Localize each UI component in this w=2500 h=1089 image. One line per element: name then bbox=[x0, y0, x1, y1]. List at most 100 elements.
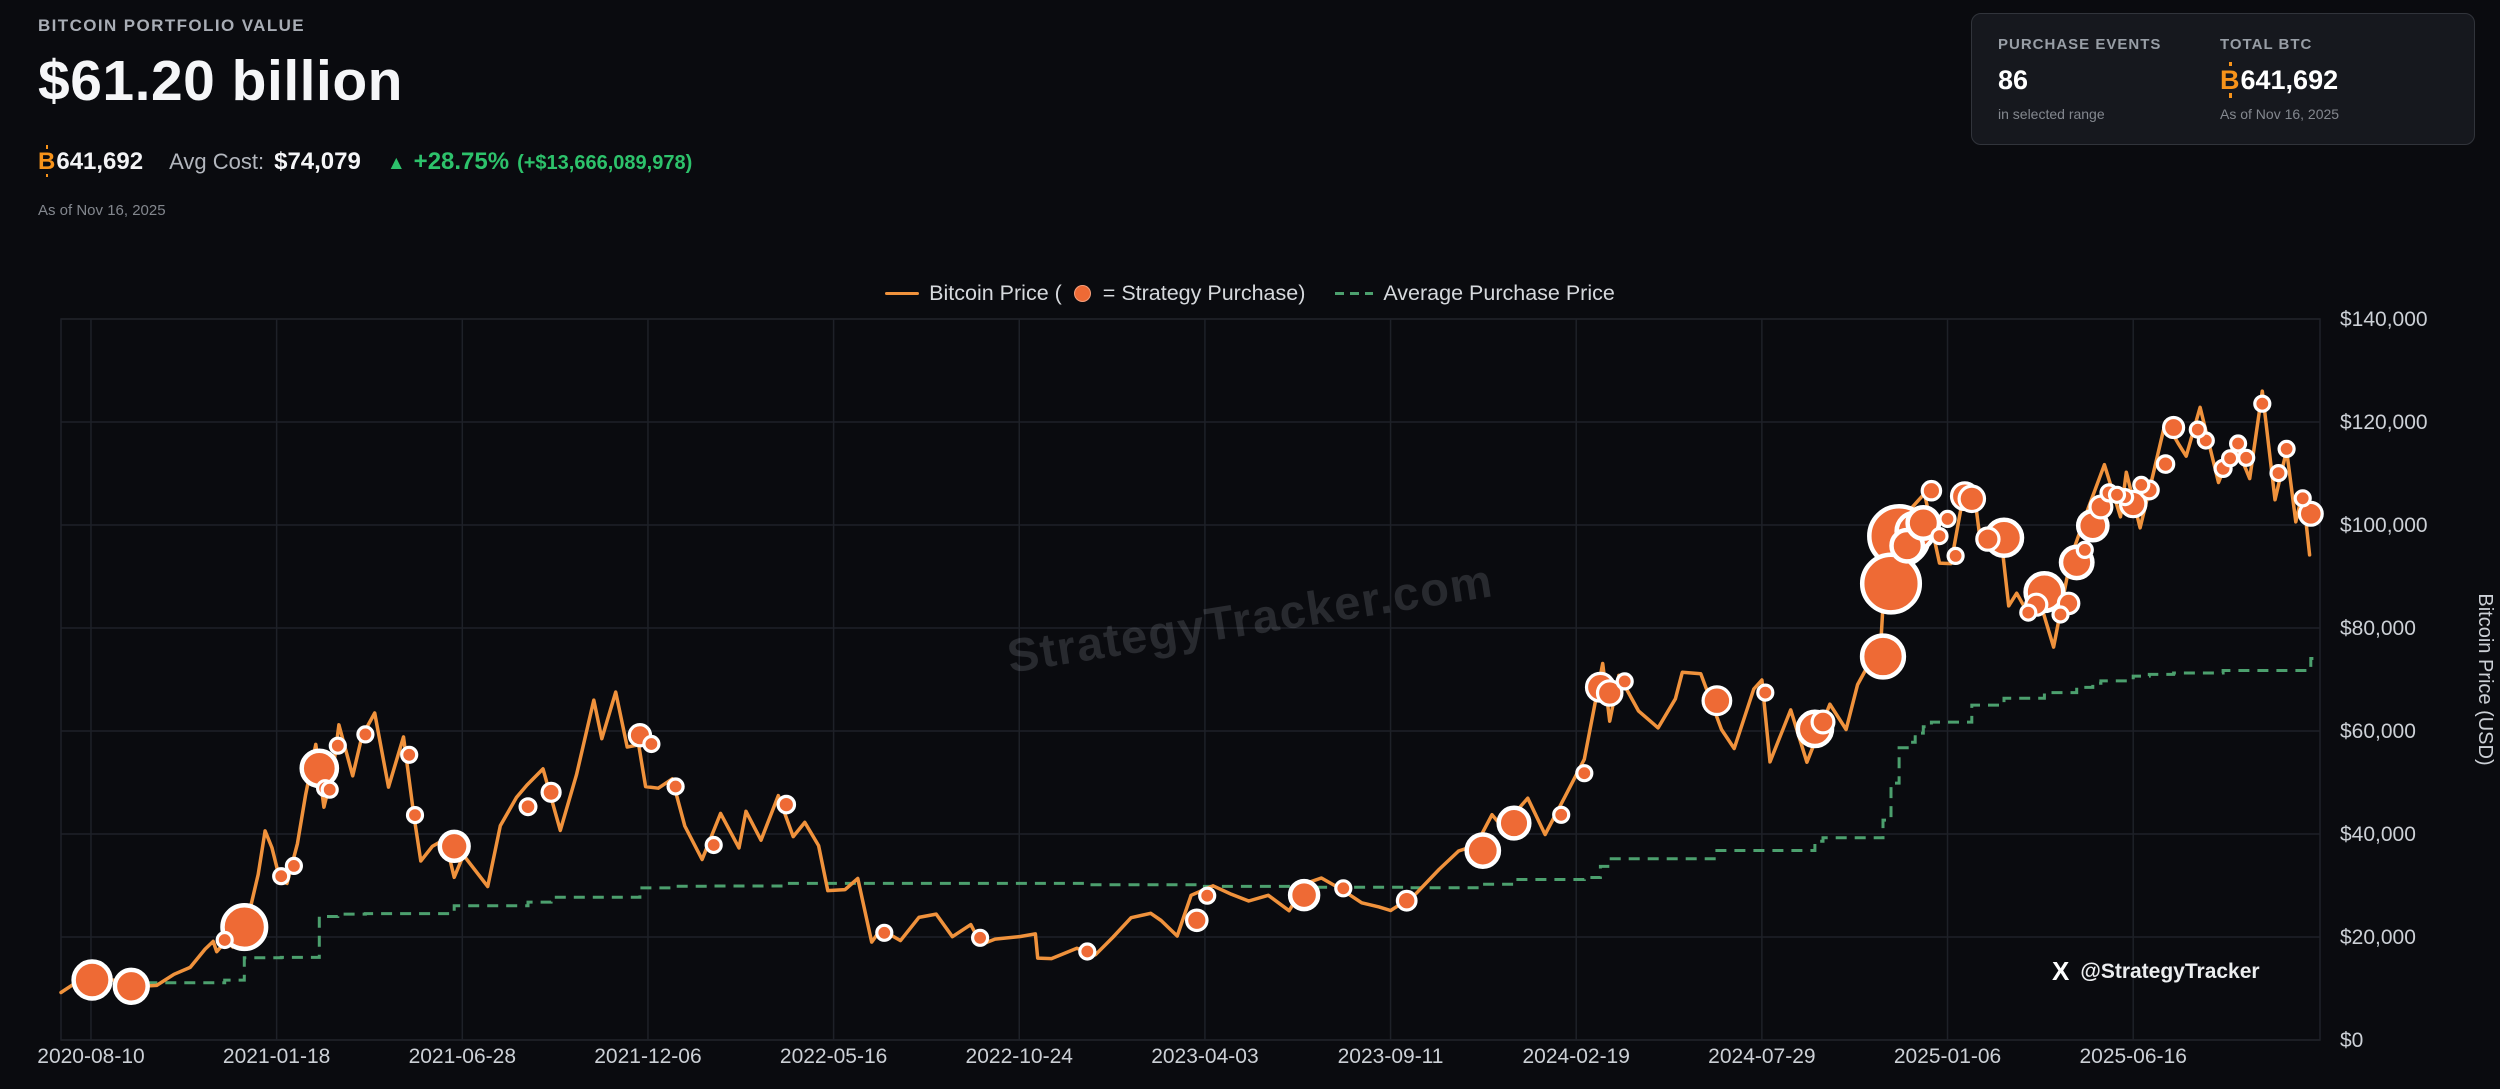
x-tick-label: 2020-08-10 bbox=[37, 1045, 144, 1068]
purchase-marker[interactable] bbox=[2051, 605, 2070, 624]
up-arrow-icon: ▲ bbox=[386, 153, 406, 174]
purchase-events-sub: in selected range bbox=[1998, 106, 2105, 122]
portfolio-value: $61.20 billion bbox=[38, 49, 403, 113]
purchase-marker[interactable] bbox=[1198, 886, 1217, 905]
purchase-marker[interactable] bbox=[284, 856, 303, 876]
purchase-marker-swatch-icon bbox=[1073, 285, 1091, 302]
purchase-marker[interactable] bbox=[2221, 449, 2240, 468]
purchase-marker[interactable] bbox=[1464, 832, 1502, 869]
purchase-marker[interactable] bbox=[540, 781, 562, 803]
purchase-marker[interactable] bbox=[437, 829, 471, 863]
purchase-events-value: 86 bbox=[1998, 65, 2029, 95]
portfolio-header-label: BITCOIN PORTFOLIO VALUE bbox=[38, 16, 306, 35]
purchase-marker[interactable] bbox=[1078, 942, 1097, 961]
purchase-marker[interactable] bbox=[1395, 889, 1418, 912]
purchase-marker[interactable] bbox=[1938, 509, 1957, 529]
purchase-marker[interactable] bbox=[1975, 526, 2001, 552]
purchase-marker[interactable] bbox=[2162, 415, 2186, 440]
summary-card: PURCHASE EVENTS 86 in selected range TOT… bbox=[1971, 13, 2475, 145]
purchase-marker[interactable] bbox=[1920, 479, 1943, 502]
bitcoin-price-line bbox=[59, 389, 2312, 995]
total-btc-value: B 641,692 bbox=[2220, 61, 2448, 98]
purchase-marker[interactable] bbox=[1496, 805, 1532, 841]
purchase-marker[interactable] bbox=[299, 748, 340, 789]
purchase-marker[interactable] bbox=[1575, 764, 1594, 783]
purchase-marker[interactable] bbox=[2269, 464, 2288, 483]
y-tick-label: $40,000 bbox=[2340, 823, 2416, 846]
purchase-marker[interactable] bbox=[1615, 672, 1634, 691]
purchase-marker[interactable] bbox=[1946, 546, 1965, 566]
purchase-marker[interactable] bbox=[2229, 434, 2248, 453]
purchase-marker[interactable] bbox=[776, 794, 797, 815]
change-absolute: (+$13,666,089,978) bbox=[517, 152, 693, 174]
purchase-marker[interactable] bbox=[1756, 683, 1775, 702]
chart-legend: Bitcoin Price ( = Strategy Purchase) Ave… bbox=[0, 281, 2500, 306]
purchase-marker[interactable] bbox=[272, 867, 291, 886]
purchase-marker[interactable] bbox=[2253, 394, 2272, 413]
y-tick-label: $20,000 bbox=[2340, 926, 2416, 949]
bitcoin-icon: B bbox=[2220, 61, 2240, 98]
purchase-marker[interactable] bbox=[518, 797, 538, 817]
x-tick-label: 2025-01-06 bbox=[1894, 1045, 2001, 1068]
total-btc-inline: B 641,692 bbox=[38, 144, 144, 178]
purchase-marker[interactable] bbox=[2107, 485, 2127, 504]
purchase-marker[interactable] bbox=[970, 928, 990, 947]
purchase-marker[interactable] bbox=[1552, 805, 1571, 824]
plot-border bbox=[60, 318, 2321, 1041]
x-tick-label: 2022-05-16 bbox=[780, 1045, 887, 1068]
y-tick-label: $0 bbox=[2340, 1029, 2363, 1052]
legend-avg-label: Average Purchase Price bbox=[1383, 281, 1615, 305]
total-btc-sub: As of Nov 16, 2025 bbox=[2220, 106, 2340, 122]
purchase-marker[interactable] bbox=[1185, 908, 1209, 933]
purchase-marker[interactable] bbox=[1334, 879, 1353, 898]
purchase-marker[interactable] bbox=[2237, 448, 2256, 467]
purchase-marker[interactable] bbox=[1930, 526, 1949, 546]
purchase-marker[interactable] bbox=[2293, 489, 2312, 508]
purchase-marker[interactable] bbox=[215, 930, 234, 950]
portfolio-header: BITCOIN PORTFOLIO VALUE $61.20 billion B… bbox=[38, 16, 692, 219]
purchase-marker[interactable] bbox=[704, 835, 723, 855]
purchase-marker[interactable] bbox=[320, 780, 339, 799]
purchase-marker[interactable] bbox=[1810, 709, 1836, 735]
avg-cost-label: Avg Cost: bbox=[169, 149, 265, 174]
purchase-events-stat: PURCHASE EVENTS 86 in selected range bbox=[1998, 36, 2220, 122]
btc-amount: 641,692 bbox=[56, 148, 144, 175]
purchase-marker[interactable] bbox=[2155, 454, 2176, 474]
avg-cost-value: $74,079 bbox=[274, 148, 361, 175]
purchase-marker[interactable] bbox=[1287, 878, 1321, 912]
twitter-handle[interactable]: @StrategyTracker bbox=[2080, 959, 2260, 983]
purchase-marker[interactable] bbox=[71, 959, 113, 1001]
purchase-marker[interactable] bbox=[2132, 475, 2151, 494]
purchase-marker[interactable] bbox=[2019, 603, 2038, 622]
purchase-marker[interactable] bbox=[2188, 420, 2207, 439]
legend-price-label: Bitcoin Price ( bbox=[929, 281, 1062, 305]
x-tick-label: 2023-09-11 bbox=[1338, 1045, 1444, 1068]
purchase-marker[interactable] bbox=[328, 736, 347, 755]
purchase-marker[interactable] bbox=[356, 725, 375, 744]
purchase-marker[interactable] bbox=[1595, 679, 1624, 707]
purchase-marker[interactable] bbox=[642, 734, 661, 754]
y-tick-label: $100,000 bbox=[2340, 514, 2428, 537]
x-tick-label: 2024-07-29 bbox=[1708, 1045, 1815, 1068]
purchase-marker[interactable] bbox=[112, 967, 150, 1005]
x-tick-label: 2021-06-28 bbox=[409, 1045, 516, 1068]
purchase-marker[interactable] bbox=[2277, 439, 2296, 458]
purchase-marker[interactable] bbox=[875, 923, 894, 942]
purchase-marker[interactable] bbox=[1701, 685, 1733, 717]
purchase-marker[interactable] bbox=[400, 745, 419, 764]
portfolio-stats: B 641,692 Avg Cost: $74,079 ▲ +28.75% (+… bbox=[38, 144, 693, 178]
purchase-marker[interactable] bbox=[1859, 633, 1907, 680]
x-tick-label: 2021-12-06 bbox=[594, 1045, 701, 1068]
bitcoin-icon: B bbox=[38, 144, 56, 178]
purchase-marker[interactable] bbox=[1859, 552, 1923, 615]
y-tick-label: $120,000 bbox=[2340, 411, 2428, 434]
purchase-marker[interactable] bbox=[405, 805, 425, 825]
attribution[interactable]: X @StrategyTracker bbox=[2052, 956, 2260, 987]
purchase-marker[interactable] bbox=[1957, 484, 1987, 514]
purchase-marker[interactable] bbox=[2075, 540, 2094, 560]
change-percent: +28.75% bbox=[413, 148, 510, 175]
purchase-marker[interactable] bbox=[666, 777, 685, 796]
as-of-date: As of Nov 16, 2025 bbox=[38, 202, 166, 219]
purchase-marker[interactable] bbox=[1905, 505, 1942, 541]
